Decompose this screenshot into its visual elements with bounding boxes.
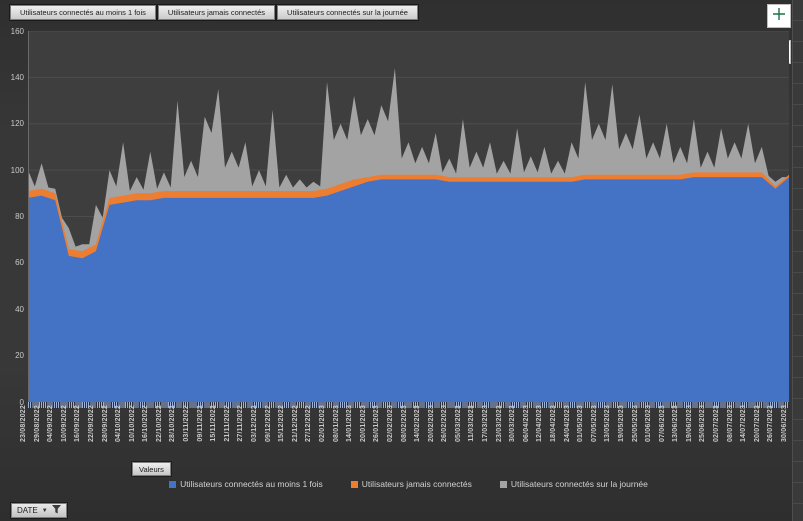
- x-axis-label: 05/03/2023: [454, 405, 462, 443]
- x-axis-label: 07/05/2023: [590, 405, 598, 443]
- legend-label: Utilisateurs connectés sur la journée: [510, 479, 648, 489]
- x-axis-label: 01/05/2023: [577, 405, 585, 443]
- legend-swatch-icon: [350, 480, 358, 488]
- x-axis-label: 15/12/2022: [278, 405, 286, 443]
- field-button-connected-once[interactable]: Utilisateurs connectés au moins 1 fois: [10, 5, 156, 20]
- x-axis-label: 24/04/2023: [563, 405, 571, 443]
- x-axis-label: 19/06/2023: [685, 405, 693, 443]
- x-axis-label: 28/10/2022: [169, 405, 177, 443]
- y-axis-label: 60: [15, 258, 24, 268]
- x-axis-label: 25/06/2023: [699, 405, 707, 443]
- x-axis-label: 14/02/2023: [414, 405, 422, 443]
- chart-legend: Utilisateurs connectés au moins 1 fois Ut…: [28, 476, 789, 492]
- x-axis-label: 14/01/2023: [346, 405, 354, 443]
- legend-label: Utilisateurs connectés au moins 1 fois: [180, 479, 323, 489]
- x-axis-label: 23/08/2022: [20, 405, 27, 443]
- filter-funnel-icon: [51, 505, 61, 516]
- x-axis-label: 27/12/2022: [305, 405, 313, 443]
- x-axis-label: 21/12/2022: [291, 405, 299, 443]
- x-axis-label: 26/07/2023: [767, 405, 775, 443]
- x-axis-label: 13/06/2023: [672, 405, 680, 443]
- x-axis-label: 01/06/2023: [645, 405, 653, 443]
- legend-label: Utilisateurs jamais connectés: [361, 479, 472, 489]
- x-axis-label: 11/03/2023: [468, 405, 476, 442]
- x-axis-label: 21/11/2022: [223, 405, 231, 442]
- x-axis-label: 26/01/2023: [373, 405, 381, 443]
- x-axis-label: 02/01/2023: [318, 405, 326, 443]
- legend-swatch-icon: [169, 480, 177, 488]
- x-axis-label: 09/11/2022: [196, 405, 204, 442]
- legend-item: Utilisateurs connectés au moins 1 fois: [169, 479, 323, 489]
- x-axis-label: 09/12/2022: [264, 405, 272, 443]
- x-axis-label: 14/07/2023: [740, 405, 748, 443]
- y-axis-label: 100: [10, 165, 24, 175]
- x-axis-label: 10/10/2022: [128, 405, 136, 443]
- date-filter-button[interactable]: DATE ▼: [11, 503, 67, 518]
- area-chart: [28, 31, 789, 402]
- x-axis-label: 25/05/2023: [631, 405, 639, 443]
- x-axis-label: 28/09/2022: [101, 405, 109, 443]
- y-axis-label: 160: [10, 26, 24, 36]
- worksheet-cells: [792, 0, 803, 521]
- x-axis-label: 23/03/2023: [495, 405, 503, 443]
- x-axis-label: 02/02/2023: [386, 405, 394, 443]
- date-filter-label: DATE: [17, 506, 38, 515]
- x-axis-label: 26/02/2023: [441, 405, 449, 443]
- x-axis-label: 03/12/2022: [251, 405, 259, 443]
- y-axis-label: 120: [10, 119, 24, 129]
- x-axis-label: 08/02/2023: [400, 405, 408, 443]
- x-axis-label: 04/10/2022: [115, 405, 123, 443]
- y-axis-label: 140: [10, 72, 24, 82]
- x-axis-label: 04/09/2022: [47, 405, 55, 443]
- x-axis-tick-marks: [28, 402, 789, 408]
- x-axis-label: 15/11/2022: [210, 405, 218, 442]
- legend-item: Utilisateurs connectés sur la journée: [499, 479, 648, 489]
- x-axis-label: 13/05/2023: [604, 405, 612, 443]
- x-axis-label: 16/10/2022: [142, 405, 150, 443]
- x-axis-label: 30/03/2023: [509, 405, 517, 443]
- x-axis-label: 22/10/2022: [155, 405, 163, 443]
- x-axis-label: 19/05/2023: [617, 405, 625, 443]
- x-axis-label: 03/11/2022: [183, 405, 191, 442]
- field-button-bar: Utilisateurs connectés au moins 1 fois U…: [10, 5, 418, 20]
- x-axis-label: 20/07/2023: [753, 405, 761, 443]
- x-axis-label: 08/07/2023: [726, 405, 734, 443]
- chevron-down-icon: ▼: [41, 507, 48, 514]
- x-axis-label: 12/04/2023: [536, 405, 544, 443]
- x-axis-label: 20/01/2023: [359, 405, 367, 443]
- y-axis-label: 0: [19, 397, 24, 407]
- x-axis-label: 27/11/2022: [237, 405, 245, 442]
- x-axis-label: 16/09/2022: [74, 405, 82, 443]
- plus-icon: [771, 6, 787, 27]
- x-axis-label: 20/02/2023: [427, 405, 435, 443]
- y-axis-label: 40: [15, 304, 24, 314]
- chart-elements-button[interactable]: [767, 4, 791, 28]
- x-axis-label: 06/04/2023: [522, 405, 530, 443]
- x-axis-label: 22/09/2022: [87, 405, 95, 443]
- values-field-button[interactable]: Valeurs: [132, 462, 171, 476]
- legend-item: Utilisateurs jamais connectés: [350, 479, 472, 489]
- x-axis-label: 18/04/2023: [549, 405, 557, 443]
- field-button-never-connected[interactable]: Utilisateurs jamais connectés: [157, 5, 276, 20]
- x-axis-label: 10/09/2022: [60, 405, 68, 443]
- legend-swatch-icon: [499, 480, 507, 488]
- x-axis-label: 17/03/2023: [482, 405, 490, 443]
- x-axis-label: 30/06/2023: [781, 405, 788, 443]
- x-axis-label: 02/07/2023: [713, 405, 721, 443]
- x-axis-label: 08/01/2023: [332, 405, 340, 443]
- field-button-connected-daily[interactable]: Utilisateurs connectés sur la journée: [277, 5, 418, 20]
- x-axis-label: 29/08/2022: [33, 405, 41, 443]
- y-axis-label: 20: [15, 351, 24, 361]
- y-axis-label: 80: [15, 212, 24, 221]
- x-axis-label: 07/06/2023: [658, 405, 666, 443]
- area-series-0: [28, 177, 789, 402]
